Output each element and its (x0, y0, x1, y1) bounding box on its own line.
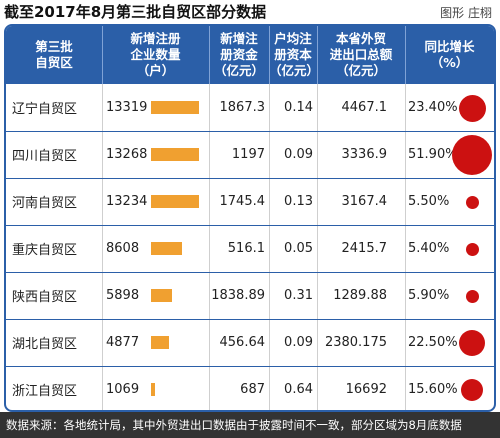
chart-credit: 图形 庄栩 (440, 6, 492, 20)
growth-bubble (461, 379, 483, 401)
zone-name: 辽宁自贸区 (12, 102, 78, 117)
table-row: 陕西自贸区 5898 1838.89 0.31 1289.88 5.90% (6, 272, 494, 319)
trade-value: 4467.1 (341, 100, 388, 115)
companies-value: 13319 (106, 100, 148, 115)
row-divider (6, 272, 494, 273)
capital-value: 687 (240, 382, 265, 397)
table-row: 浙江自贸区 1069 687 0.64 16692 15.60% (6, 366, 494, 410)
trade-value: 3167.4 (341, 194, 388, 209)
column-divider (102, 84, 103, 410)
avg-capital-value: 0.31 (284, 288, 313, 303)
zone-name: 陕西自贸区 (12, 290, 78, 305)
row-divider (6, 225, 494, 226)
companies-bar (151, 101, 199, 114)
companies-bar (151, 289, 172, 302)
title-bar: 截至2017年8月第三批自贸区部分数据 图形 庄栩 (0, 0, 500, 24)
header-divider (405, 26, 406, 84)
capital-value: 1838.89 (211, 288, 265, 303)
trade-value: 2380.175 (324, 335, 387, 350)
col-header-companies: 新增注册 企业数量 （户） (130, 31, 181, 78)
header-divider (102, 26, 103, 84)
trade-value: 1289.88 (333, 288, 387, 303)
companies-bar (151, 242, 182, 255)
growth-bubble (459, 330, 485, 356)
header-divider (269, 26, 270, 84)
growth-bubble (465, 242, 479, 256)
trade-value: 2415.7 (341, 241, 388, 256)
col-header-capital: 新增注 册资金 （亿元） (213, 31, 264, 78)
growth-value: 5.90% (408, 288, 450, 303)
growth-value: 5.50% (408, 194, 450, 209)
capital-value: 516.1 (227, 241, 265, 256)
column-divider (405, 84, 406, 410)
growth-bubble (465, 195, 479, 209)
growth-value: 22.50% (408, 335, 458, 350)
companies-bar (151, 383, 155, 396)
avg-capital-value: 0.09 (284, 147, 313, 162)
col-header-growth: 同比增长 （%） (424, 39, 475, 70)
avg-capital-value: 0.05 (284, 241, 313, 256)
companies-value: 1069 (106, 382, 140, 397)
trade-value: 3336.9 (341, 147, 388, 162)
data-table: 第三批 自贸区 新增注册 企业数量 （户） 新增注 册资金 （亿元） 户均注 册资本 … (4, 24, 496, 412)
growth-value: 23.40% (408, 100, 458, 115)
companies-value: 8608 (106, 241, 140, 256)
growth-value: 5.40% (408, 241, 450, 256)
source-note: 数据来源：各地统计局，其中外贸进出口数据由于披露时间不一致，部分区域为8月底数据 (0, 412, 500, 438)
companies-value: 13268 (106, 147, 148, 162)
column-divider (209, 84, 210, 410)
companies-bar (151, 148, 199, 161)
table-row: 湖北自贸区 4877 456.64 0.09 2380.175 22.50% (6, 319, 494, 366)
column-divider (269, 84, 270, 410)
companies-value: 5898 (106, 288, 140, 303)
column-divider (317, 84, 318, 410)
avg-capital-value: 0.13 (284, 194, 313, 209)
capital-value: 456.64 (219, 335, 266, 350)
row-divider (6, 366, 494, 367)
trade-value: 16692 (345, 382, 387, 397)
zone-name: 浙江自贸区 (12, 384, 78, 399)
row-divider (6, 131, 494, 132)
header-divider (317, 26, 318, 84)
companies-bar (151, 336, 169, 349)
growth-bubble (458, 94, 486, 122)
table-header: 第三批 自贸区 新增注册 企业数量 （户） 新增注 册资金 （亿元） 户均注 册资本 … (6, 26, 494, 84)
avg-capital-value: 0.14 (284, 100, 313, 115)
col-header-zone: 第三批 自贸区 (35, 39, 73, 70)
companies-bar (151, 195, 199, 208)
growth-value: 51.90% (408, 147, 458, 162)
capital-value: 1867.3 (219, 100, 266, 115)
zone-name: 四川自贸区 (12, 149, 78, 164)
capital-value: 1745.4 (219, 194, 266, 209)
growth-bubble (465, 289, 479, 303)
avg-capital-value: 0.64 (284, 382, 313, 397)
avg-capital-value: 0.09 (284, 335, 313, 350)
zone-name: 河南自贸区 (12, 196, 78, 211)
col-header-trade: 本省外贸 进出口总额 （亿元） (329, 31, 393, 78)
chart-title: 截至2017年8月第三批自贸区部分数据 (4, 3, 267, 21)
growth-value: 15.60% (408, 382, 458, 397)
growth-bubble (452, 135, 492, 175)
row-divider (6, 319, 494, 320)
companies-value: 13234 (106, 194, 148, 209)
header-divider (209, 26, 210, 84)
zone-name: 重庆自贸区 (12, 243, 78, 258)
table-row: 辽宁自贸区 13319 1867.3 0.14 4467.1 23.40% (6, 84, 494, 131)
capital-value: 1197 (231, 147, 265, 162)
zone-name: 湖北自贸区 (12, 337, 78, 352)
row-divider (6, 178, 494, 179)
col-header-avg-capital: 户均注 册资本 （亿元） (269, 31, 320, 78)
table-row: 河南自贸区 13234 1745.4 0.13 3167.4 5.50% (6, 178, 494, 225)
table-row: 四川自贸区 13268 1197 0.09 3336.9 51.90% (6, 131, 494, 178)
companies-value: 4877 (106, 335, 140, 350)
table-row: 重庆自贸区 8608 516.1 0.05 2415.7 5.40% (6, 225, 494, 272)
